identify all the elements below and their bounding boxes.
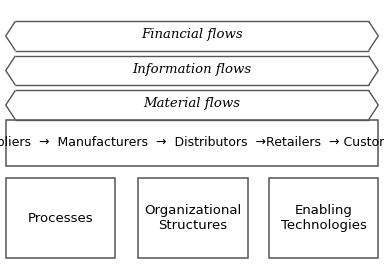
Text: Financial flows: Financial flows xyxy=(141,28,243,41)
Text: Material flows: Material flows xyxy=(144,97,240,110)
Text: Suppliers  →  Manufacturers  →  Distributors  →Retailers  → Customers: Suppliers → Manufacturers → Distributors… xyxy=(0,136,384,149)
Bar xyxy=(6,120,378,166)
Bar xyxy=(138,178,248,258)
Bar xyxy=(6,178,115,258)
Text: Information flows: Information flows xyxy=(132,63,252,76)
Bar xyxy=(269,178,378,258)
Text: Organizational
Structures: Organizational Structures xyxy=(144,204,242,232)
Text: Enabling
Technologies: Enabling Technologies xyxy=(281,204,366,232)
Text: Processes: Processes xyxy=(28,212,93,225)
